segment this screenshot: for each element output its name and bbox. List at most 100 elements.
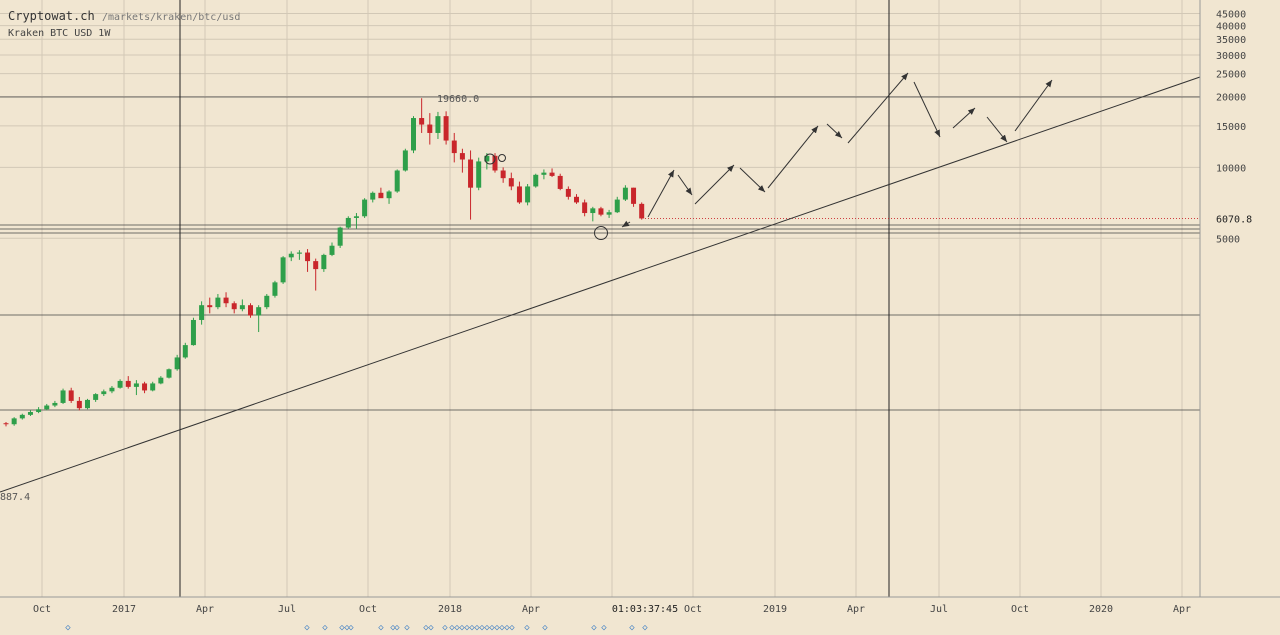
high-label: 19660.0	[437, 94, 479, 105]
y-tick-label: 45000	[1216, 10, 1246, 21]
candle-body	[565, 188, 571, 197]
candle-body	[370, 192, 376, 200]
candle-body	[44, 405, 50, 410]
candle-body	[158, 377, 164, 384]
candle-body	[427, 124, 433, 133]
arrow	[694, 164, 735, 205]
event-marker-icon: ◇	[591, 623, 597, 633]
arrow	[767, 125, 819, 189]
event-marker-icon: ◇	[542, 623, 548, 633]
candle-body	[68, 390, 74, 401]
x-tick-label: 2017	[112, 604, 136, 615]
event-marker-icon: ◇	[494, 623, 500, 633]
candle-body	[614, 199, 620, 213]
candle-body	[52, 402, 58, 406]
event-markers: ◇ ◇ ◇ ◇ ◇◇ ◇ ◇◇ ◇ ◇ ◇ ◇ ◇ ◇ ◇ ◇ ◇ ◇ ◇ ◇ ◇ ◇ ◇ ◇ ◇ ◇ ◇ ◇ ◇ ◇ ◇	[65, 623, 648, 633]
circle-marker	[594, 226, 608, 240]
candle-body	[182, 345, 188, 358]
x-tick-label: Apr	[522, 604, 540, 615]
arrow	[739, 167, 766, 193]
y-tick-label: 35000	[1216, 35, 1246, 46]
y-tick-label: 5000	[1216, 234, 1240, 245]
candle-body	[239, 305, 245, 310]
x-tick-label: Oct	[684, 604, 702, 615]
event-marker-icon: ◇	[344, 623, 350, 633]
candle-body	[109, 387, 115, 392]
candle-body	[443, 116, 449, 141]
candle-body	[166, 369, 172, 378]
candle-body	[533, 174, 539, 187]
low-label: 887.4	[0, 492, 30, 503]
last-price-box	[1203, 211, 1255, 226]
candle-body	[280, 257, 286, 283]
x-tick-label: Apr	[1173, 604, 1191, 615]
event-marker-icon: ◇	[304, 623, 310, 633]
event-marker-icon: ◇	[504, 623, 510, 633]
circle-marker	[484, 153, 496, 165]
candle-body	[150, 383, 156, 391]
event-marker-icon: ◇	[348, 623, 354, 633]
candle-body	[174, 357, 180, 370]
candle-body	[272, 282, 278, 296]
candle-body	[93, 394, 99, 400]
horizontal-levels	[0, 0, 1200, 597]
market-path: /markets/kraken/btc/usd	[101, 12, 241, 23]
x-axis: Oct 2017 Apr Jul Oct 2018 Apr 01:03:37:45 Oct 201…	[0, 596, 1280, 615]
x-tick-label: Jul	[278, 604, 296, 615]
event-marker-icon: ◇	[489, 623, 495, 633]
arrow	[647, 169, 675, 218]
candle-body	[598, 208, 604, 215]
event-marker-icon: ◇	[524, 623, 530, 633]
candle-body	[133, 383, 139, 387]
x-tick-label: Apr	[847, 604, 865, 615]
event-marker-icon: ◇	[394, 623, 400, 633]
candle-body	[256, 307, 262, 316]
arrow	[913, 81, 941, 138]
circle-marker	[498, 154, 506, 162]
candle-body	[264, 295, 270, 308]
event-marker-icon: ◇	[509, 623, 515, 633]
event-marker-icon: ◇	[629, 623, 635, 633]
event-marker-icon: ◇	[339, 623, 345, 633]
candle-body	[508, 178, 514, 187]
candle-body	[101, 391, 107, 395]
market-subtitle: Kraken BTC USD 1W	[8, 28, 111, 39]
site-name[interactable]: Cryptowat.ch	[8, 9, 95, 23]
x-tick-label: 2019	[763, 604, 787, 615]
drawings-layer: 19660.0 887.4	[0, 72, 1201, 503]
candle-body	[248, 305, 253, 316]
candle-body	[19, 414, 25, 419]
candle-body	[606, 212, 612, 215]
candle-body	[411, 118, 416, 151]
candle-body	[378, 192, 384, 199]
candle-body	[27, 412, 33, 415]
event-marker-icon: ◇	[65, 623, 71, 633]
event-marker-icon: ◇	[404, 623, 410, 633]
candle-body	[223, 297, 229, 304]
candle-body	[590, 208, 596, 214]
candle-body	[451, 140, 457, 154]
y-tick-label: 10000	[1216, 163, 1246, 174]
event-marker-icon: ◇	[378, 623, 384, 633]
candle-body	[288, 253, 294, 258]
candle-body	[476, 161, 482, 188]
candle-body	[60, 390, 66, 403]
candle-body	[516, 186, 522, 203]
candle-body	[549, 172, 555, 176]
y-tick-label: 15000	[1216, 122, 1246, 133]
candle-body	[435, 116, 441, 133]
event-marker-icon: ◇	[390, 623, 396, 633]
candle-body	[3, 423, 9, 425]
candle-body	[11, 418, 17, 425]
event-marker-icon: ◇	[442, 623, 448, 633]
trend-line	[0, 76, 1201, 493]
event-marker-icon: ◇	[464, 623, 470, 633]
candle-body	[321, 254, 327, 270]
candle-body	[525, 186, 531, 203]
candle-body	[231, 303, 237, 310]
candle-body	[85, 399, 90, 409]
x-tick-label: Apr	[196, 604, 214, 615]
candle-body	[394, 170, 400, 192]
event-marker-icon: ◇	[601, 623, 607, 633]
